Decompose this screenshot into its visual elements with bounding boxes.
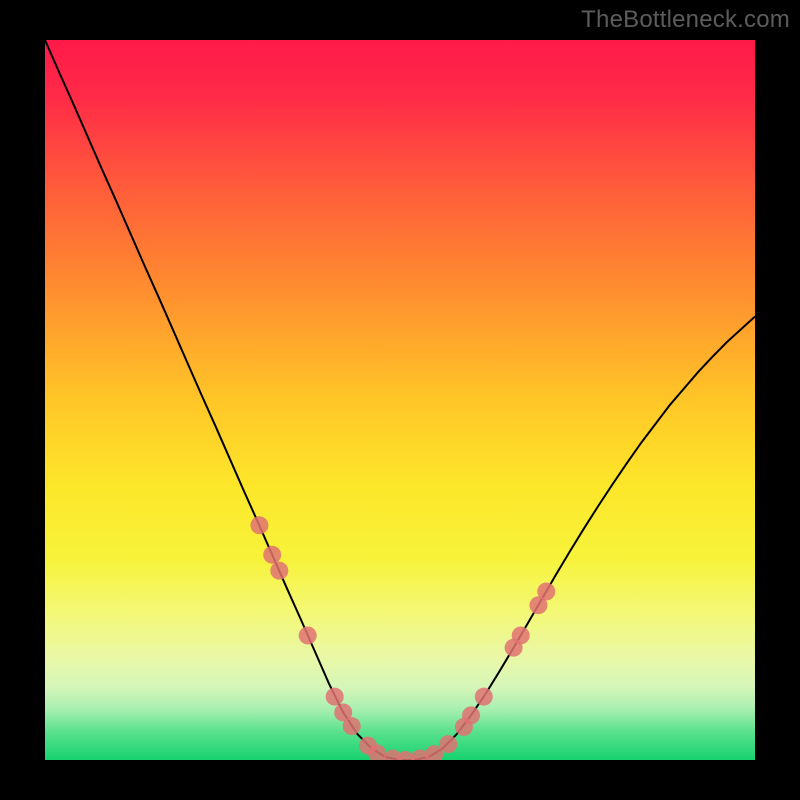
chart-background	[45, 40, 755, 760]
sample-marker	[512, 626, 530, 644]
sample-marker	[537, 583, 555, 601]
frame-band	[0, 0, 800, 40]
sample-marker	[326, 688, 344, 706]
sample-marker	[299, 626, 317, 644]
sample-marker	[263, 546, 281, 564]
sample-marker	[439, 735, 457, 753]
frame-band	[0, 760, 800, 800]
frame-band	[0, 0, 45, 800]
bottleneck-chart	[0, 0, 800, 800]
sample-marker	[368, 745, 386, 763]
sample-marker	[475, 688, 493, 706]
frame-band	[755, 0, 800, 800]
sample-marker	[270, 562, 288, 580]
sample-marker	[462, 706, 480, 724]
sample-marker	[250, 516, 268, 534]
sample-marker	[343, 717, 361, 735]
